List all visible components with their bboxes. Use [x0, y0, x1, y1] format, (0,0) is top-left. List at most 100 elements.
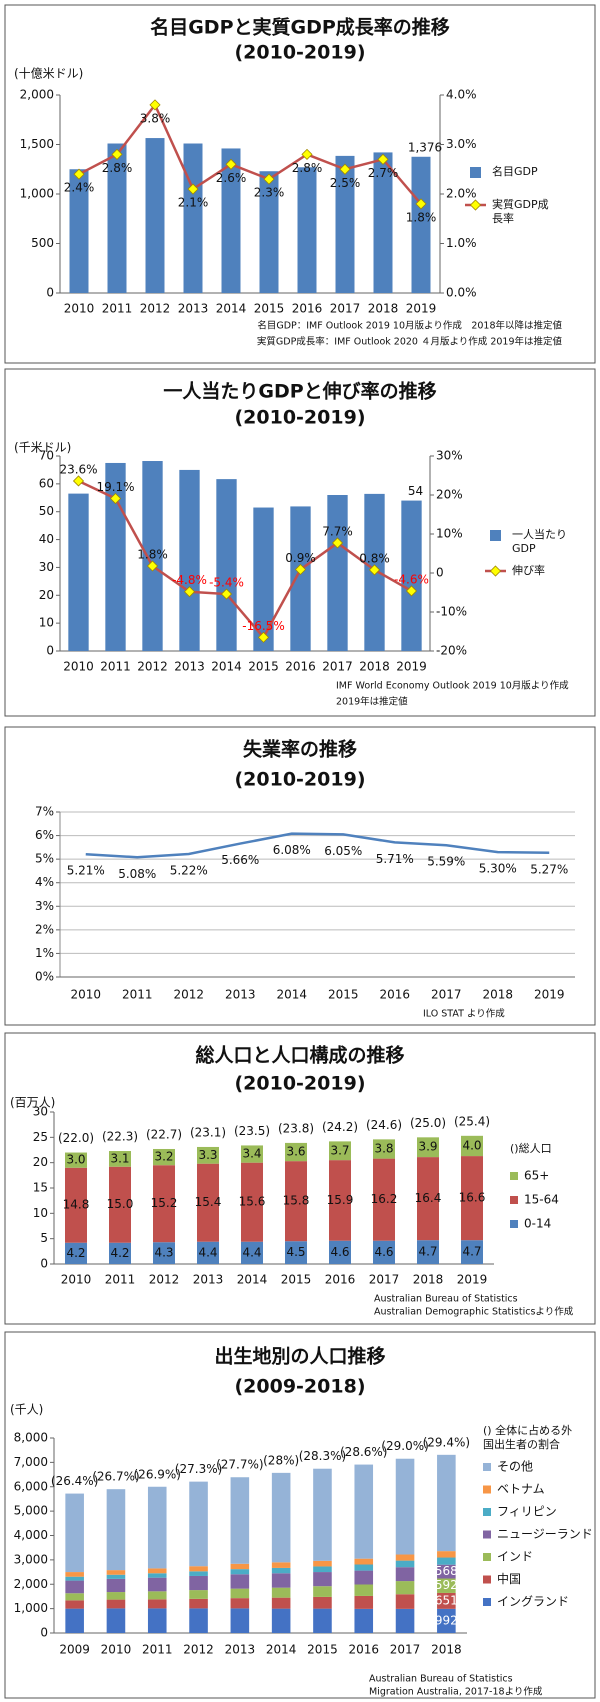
- legend-label: 実質GDP成長率: [492, 198, 549, 225]
- segment-label: 4.6: [330, 1245, 349, 1259]
- y-tick-label: 8,000: [14, 1431, 48, 1445]
- bar-segment: [313, 1468, 332, 1561]
- legend-label-box: () 全体に占める外国出生者の割合: [483, 1424, 572, 1451]
- segment-label: 4.3: [154, 1246, 173, 1260]
- line-value-label: 5.08%: [118, 867, 156, 881]
- bar-segment: [109, 1242, 131, 1264]
- segment-label: 3.6: [286, 1145, 305, 1159]
- bar-segment: [354, 1584, 374, 1596]
- legend-swatch: [470, 167, 481, 178]
- line-marker: [415, 198, 427, 210]
- bar-segment: [437, 1608, 456, 1633]
- bar-segment: [461, 1135, 483, 1157]
- x-tick-label: 2014: [216, 302, 247, 316]
- bar-segment: [313, 1608, 332, 1633]
- chart-subtitle: (2009-2018): [234, 1376, 365, 1398]
- bar: [335, 155, 355, 293]
- y-tick-label: 4,000: [14, 1528, 48, 1542]
- top-label: (23.8): [278, 1121, 314, 1135]
- bar-segment: [147, 1568, 167, 1574]
- source-note: Migration Australia, 2017-18より作成: [369, 1686, 543, 1698]
- segment-label: 568: [435, 1564, 458, 1578]
- segment-label: 3.7: [330, 1143, 349, 1157]
- legend-marker: [469, 199, 482, 211]
- bar-segment: [395, 1554, 415, 1561]
- chart-subtitle: (2010-2019): [234, 769, 365, 791]
- bar-segment: [329, 1240, 351, 1264]
- segment-label: 15.4: [195, 1195, 222, 1209]
- legend-label-box: ()総人口: [510, 1142, 552, 1155]
- top-label: (26.9%): [134, 1467, 181, 1481]
- line-value-label: 5.21%: [67, 864, 105, 878]
- bar: [142, 461, 163, 651]
- y-tick-label: 3%: [35, 899, 54, 913]
- line-marker: [377, 153, 389, 165]
- bar-segment: [354, 1464, 374, 1559]
- bar-segment: [230, 1569, 250, 1575]
- legend-swatch: [510, 1172, 518, 1180]
- y-tick-label: 20: [39, 588, 54, 602]
- bar-segment: [461, 1156, 483, 1241]
- line-value-label: 2.7%: [368, 166, 399, 180]
- bar: [107, 143, 127, 293]
- bar-segment: [230, 1598, 250, 1609]
- segment-label: 15.2: [151, 1196, 178, 1210]
- y-tick-label: 60: [39, 476, 54, 490]
- legend-swatch: [483, 1530, 491, 1539]
- y-tick-label: 0: [46, 286, 54, 300]
- legend-label: フィリピン: [497, 1505, 557, 1519]
- segment-label: 592: [435, 1578, 458, 1592]
- y2-tick-label: 10%: [436, 527, 463, 541]
- legend-swatch: [483, 1463, 491, 1471]
- bar-segment: [354, 1570, 374, 1585]
- bar-segment: [271, 1587, 291, 1598]
- bar-segment: [395, 1458, 415, 1555]
- line-value-label: -16.5%: [242, 619, 284, 633]
- line-value-label: -4.6%: [394, 572, 429, 586]
- segment-label: 16.6: [459, 1191, 486, 1205]
- line-value-label: 2.8%: [102, 161, 133, 175]
- x-tick-label: 2011: [105, 1273, 136, 1287]
- legend-label: 伸び率: [512, 564, 545, 577]
- bar-segment: [153, 1148, 175, 1166]
- x-tick-label: 2016: [292, 302, 323, 316]
- x-tick-label: 2014: [266, 1643, 297, 1657]
- bar-segment: [230, 1477, 250, 1564]
- legend-label: ()総人口: [510, 1142, 552, 1155]
- bar-value-label: 54: [408, 484, 423, 498]
- segment-label: 14.8: [63, 1198, 90, 1212]
- line-marker: [220, 588, 233, 600]
- bar-segment: [285, 1161, 307, 1242]
- line: [77, 479, 413, 640]
- y-axis-label: (千人): [10, 1403, 43, 1417]
- y-tick-label: 5%: [35, 852, 54, 866]
- bar-segment: [189, 1571, 208, 1576]
- x-tick-label: 2012: [140, 302, 171, 316]
- x-tick-label: 2012: [137, 660, 168, 674]
- y-tick-label: 5,000: [14, 1504, 48, 1518]
- bar-segment: [230, 1608, 250, 1633]
- segment-label: 4.7: [462, 1245, 481, 1259]
- top-label: (23.1): [190, 1125, 226, 1139]
- segment-label: 4.4: [198, 1245, 217, 1259]
- bar-segment: [329, 1160, 351, 1241]
- segment-label: 3.3: [198, 1148, 217, 1162]
- segment-label: 15.0: [107, 1197, 134, 1211]
- y-tick-label: 500: [31, 236, 54, 250]
- y2-tick-label: 3.0%: [446, 137, 477, 151]
- line-marker: [339, 163, 351, 175]
- bar-segment: [147, 1486, 167, 1569]
- bar-segment: [271, 1472, 291, 1563]
- x-tick-label: 2011: [100, 660, 131, 674]
- bar-segment: [153, 1242, 175, 1264]
- top-label: (22.3): [102, 1130, 138, 1144]
- bar-segment: [147, 1591, 167, 1600]
- chart-subtitle: (2010-2019): [234, 1073, 365, 1095]
- x-tick-label: 2017: [330, 302, 361, 316]
- line-marker: [109, 492, 122, 505]
- line-value-label: 0.8%: [359, 551, 390, 565]
- x-tick-label: 2012: [173, 988, 204, 1002]
- source-note: 2019年は推定値: [336, 696, 408, 708]
